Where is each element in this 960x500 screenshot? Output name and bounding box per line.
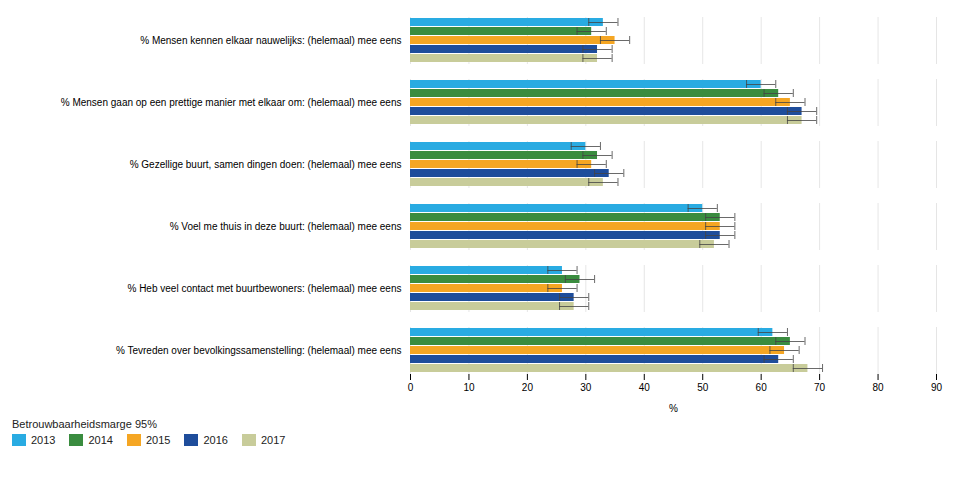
svg-text:70: 70 [814, 382, 826, 393]
svg-text:10: 10 [463, 382, 475, 393]
html-text:2015: 2015 [146, 434, 171, 446]
svg-text:30: 30 [580, 382, 592, 393]
svg-text:50: 50 [697, 382, 709, 393]
svg-text:% Mensen gaan op een prettige: % Mensen gaan op een prettige manier met… [61, 97, 402, 108]
svg-text:20: 20 [522, 382, 534, 393]
html-text:2017: 2017 [260, 434, 286, 446]
svg-text:40: 40 [639, 382, 651, 393]
svg-text:% Gezellige buurt, samen dinge: % Gezellige buurt, samen dingen doen: (h… [130, 159, 402, 170]
html-text:2016: 2016 [203, 434, 228, 446]
svg-text:0: 0 [408, 382, 414, 393]
svg-text:% Heb veel contact met buurtbe: % Heb veel contact met buurtbewoners: (h… [127, 283, 401, 294]
html-text:2014: 2014 [88, 434, 113, 446]
svg-text:%: % [669, 403, 678, 414]
svg-text:90: 90 [931, 382, 943, 393]
svg-text:% Voel me thuis in deze buurt:: % Voel me thuis in deze buurt: (helemaal… [170, 221, 402, 232]
html-text:Betrouwbaarheidsmarge 95%: Betrouwbaarheidsmarge 95% [12, 418, 157, 430]
svg-text:80: 80 [872, 382, 884, 393]
svg-text:60: 60 [756, 382, 768, 393]
svg-text:% Tevreden over bevolkingssame: % Tevreden over bevolkingssamenstelling:… [116, 345, 402, 356]
html-text:2013: 2013 [31, 434, 56, 446]
svg-text:% Mensen kennen elkaar nauweli: % Mensen kennen elkaar nauwelijks: (hele… [140, 35, 401, 46]
